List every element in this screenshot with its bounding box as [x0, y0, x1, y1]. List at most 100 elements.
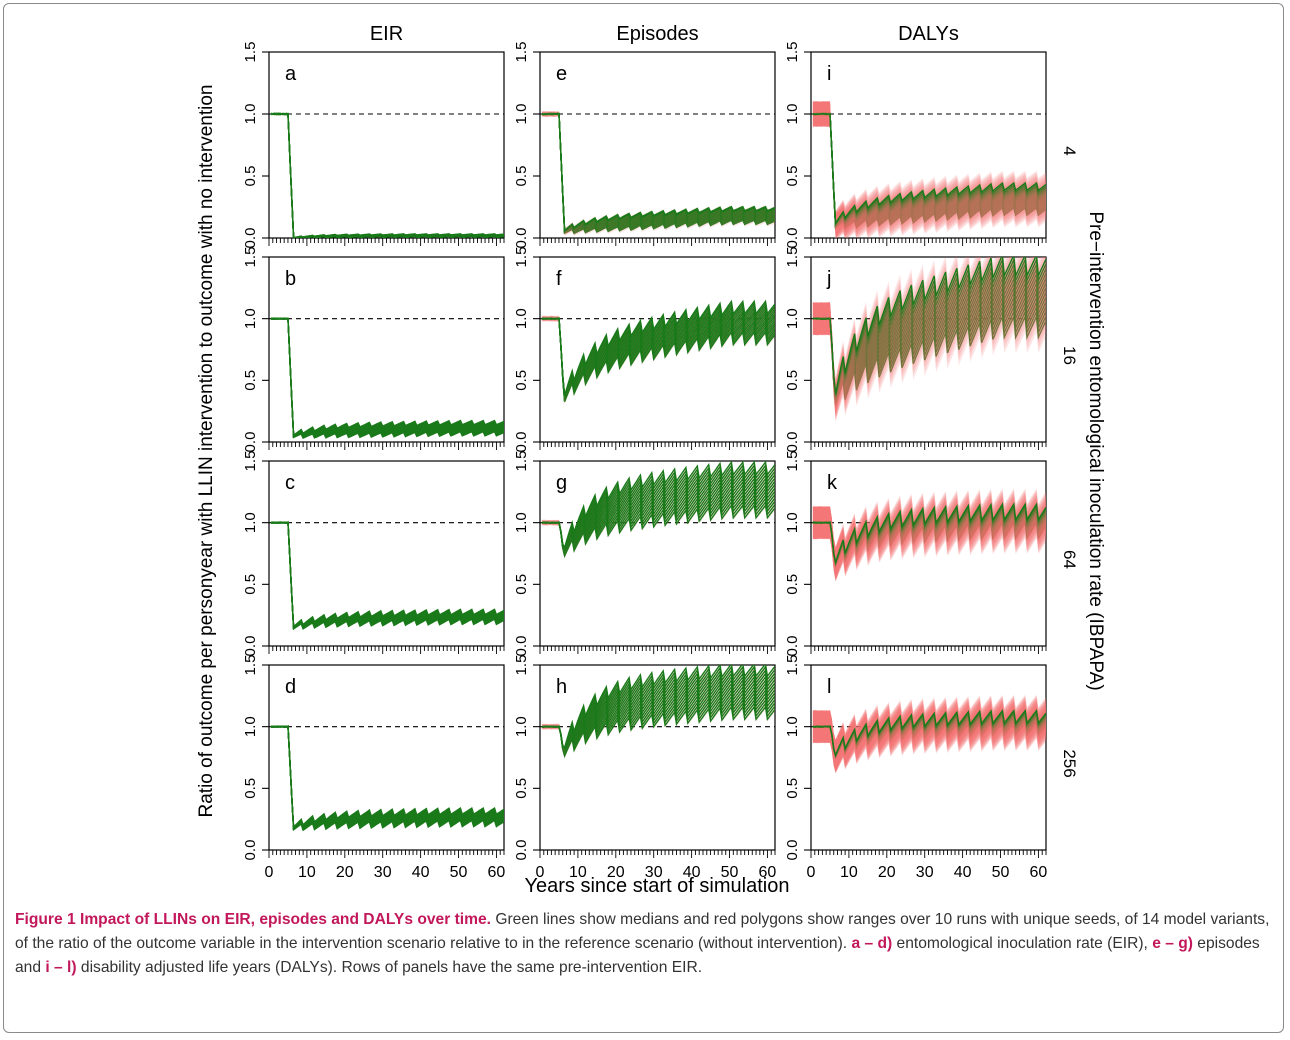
- panel-a-ytick-label-1: 0.5: [242, 166, 259, 187]
- column-title-episodes: Episodes: [616, 23, 698, 45]
- panel-d-xtick-label-5: 50: [450, 864, 468, 881]
- panel-h-ytick-label-1: 0.5: [513, 778, 530, 799]
- panel-h-xtick-label-5: 50: [721, 864, 739, 881]
- panel-f-ytick-label-2: 1.0: [513, 308, 530, 329]
- panel-h-median-10: [541, 675, 775, 753]
- panel-h-median-6: [541, 688, 775, 755]
- panel-g-median-8: [541, 480, 775, 554]
- panel-c-ytick-label-2: 1.0: [242, 512, 259, 533]
- panel-b-median-6: [270, 317, 504, 438]
- panel-j-ytick-label-2: 1.0: [784, 308, 801, 329]
- panel-h-xtick-label-0: 0: [536, 864, 545, 881]
- panel-e-ytick-label-0: 0.0: [513, 228, 530, 249]
- panel-l-median-14: [812, 708, 1046, 758]
- panel-e-ytick-label-1: 0.5: [513, 166, 530, 187]
- panel-a-median-13: [270, 112, 504, 238]
- panel-c-ytick-label-3: 1.5: [242, 451, 259, 472]
- panel-g-ytick-label-1: 0.5: [513, 574, 530, 595]
- panel-b-median-7: [270, 317, 504, 438]
- panel-g-range-7: [541, 483, 775, 555]
- panel-g-median-4: [541, 493, 775, 557]
- column-title-eir: EIR: [370, 23, 403, 45]
- row-label-eir-256: 256: [1060, 749, 1079, 777]
- panel-b-median-10: [270, 317, 504, 438]
- panel-e-ytick-label-2: 1.0: [513, 104, 530, 125]
- panel-g-median-7: [541, 483, 775, 555]
- panel-b-frame: [268, 256, 505, 443]
- panel-k-ytick-label-3: 1.5: [784, 451, 801, 472]
- panel-l-xtick-label-6: 60: [1030, 864, 1048, 881]
- panel-j-median-7: [812, 285, 1046, 401]
- panel-letter-e: e: [556, 63, 567, 85]
- panel-b-median-14: [270, 317, 504, 437]
- panel-f-ytick-label-0: 0.0: [513, 432, 530, 453]
- row-label-eir-64: 64: [1060, 550, 1079, 569]
- panel-a-median-9: [270, 112, 504, 238]
- panel-h-median-2: [541, 701, 775, 758]
- panel-l-xtick-label-4: 40: [954, 864, 972, 881]
- panel-h-median-1: [541, 705, 775, 759]
- panel-e-ytick-label-3: 1.5: [513, 42, 530, 63]
- panel-a-median-10: [270, 112, 504, 238]
- panel-b-median-1: [270, 317, 504, 440]
- panel-l-ytick-label-3: 1.5: [784, 655, 801, 676]
- panel-e-range-1: [541, 111, 775, 236]
- panel-d-xtick-label-4: 40: [412, 864, 430, 881]
- panel-letter-a: a: [285, 63, 297, 85]
- panel-a-ytick-label-3: 1.5: [242, 42, 259, 63]
- panel-j-ytick-label-1: 0.5: [784, 370, 801, 391]
- panel-l-xtick-label-3: 30: [916, 864, 934, 881]
- panel-c-ytick-label-1: 0.5: [242, 574, 259, 595]
- panel-b-ytick-label-2: 1.0: [242, 308, 259, 329]
- panel-h-median-5: [541, 691, 775, 756]
- panel-j-range-11: [812, 257, 1046, 413]
- panel-j-range-6: [812, 276, 1046, 418]
- panel-a-median-6: [270, 112, 504, 238]
- panel-h-ytick-label-0: 0.0: [513, 840, 530, 861]
- panel-j-range-7: [812, 272, 1046, 417]
- panel-g-median-5: [541, 490, 775, 556]
- panel-h-median-4: [541, 695, 775, 757]
- panel-letter-l: l: [827, 676, 831, 698]
- panel-l-ytick-label-0: 0.0: [784, 840, 801, 861]
- panel-l-xtick-label-1: 10: [840, 864, 858, 881]
- panel-j-range-2: [812, 295, 1046, 421]
- panel-i-median-8: [812, 112, 1046, 228]
- panel-letter-i: i: [827, 63, 831, 85]
- panel-j-median-14: [812, 257, 1046, 394]
- panel-b-median-3: [270, 317, 504, 439]
- panel-g-ytick-label-2: 1.0: [513, 512, 530, 533]
- panel-i-median-1: [812, 112, 1046, 230]
- panel-d-xtick-label-2: 20: [336, 864, 354, 881]
- panel-j-median-6: [812, 290, 1046, 402]
- panel-l-ytick-label-1: 0.5: [784, 778, 801, 799]
- right-axis-title: Pre−intervention entomological inoculati…: [1085, 211, 1106, 690]
- panel-h-median-7: [541, 685, 775, 755]
- panel-i-median-9: [812, 112, 1046, 228]
- panel-a-ytick-label-0: 0.0: [242, 228, 259, 249]
- panel-letter-k: k: [827, 472, 838, 494]
- panel-f-median-14: [541, 299, 775, 396]
- panel-a-median-8: [270, 112, 504, 238]
- panel-j-median-4: [812, 299, 1046, 404]
- panel-b-median-11: [270, 317, 504, 437]
- caption-text-1: Green lines show medians and red polygon…: [15, 911, 1270, 952]
- panel-d-xtick-label-1: 10: [298, 864, 316, 881]
- panel-a-median-3: [270, 112, 504, 238]
- panel-k-ytick-label-0: 0.0: [784, 636, 801, 657]
- panel-j-range-3: [812, 291, 1046, 420]
- panel-i-range-12: [812, 101, 1046, 237]
- panel-a-median-11: [270, 112, 504, 238]
- panel-b-median-8: [270, 317, 504, 438]
- panel-b-median-2: [270, 317, 504, 439]
- panel-g-median-6: [541, 487, 775, 556]
- panel-h-xtick-label-1: 10: [569, 864, 587, 881]
- panel-h-xtick-label-2: 20: [607, 864, 625, 881]
- panel-i-median-12: [812, 112, 1046, 226]
- panel-letter-h: h: [556, 676, 567, 698]
- panel-j-median-5: [812, 295, 1046, 403]
- panel-a-median-7: [270, 112, 504, 238]
- panel-a-median-5: [270, 112, 504, 238]
- panel-i-median-5: [812, 112, 1046, 229]
- caption-text-3: episodes and: [15, 935, 1260, 976]
